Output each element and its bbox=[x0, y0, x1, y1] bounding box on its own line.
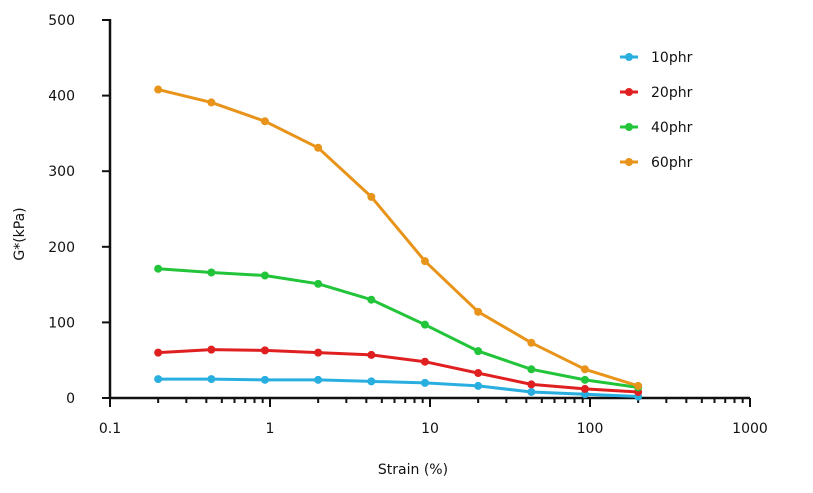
series-60phr bbox=[154, 85, 643, 390]
data-point-40phr bbox=[207, 268, 216, 277]
y-tick-label: 300 bbox=[48, 164, 75, 180]
data-point-20phr bbox=[367, 350, 376, 359]
data-point-20phr bbox=[207, 345, 216, 354]
x-tick-label: 0.1 bbox=[99, 421, 121, 437]
data-point-40phr bbox=[260, 271, 269, 280]
data-point-60phr bbox=[207, 98, 216, 107]
y-tick-label: 200 bbox=[48, 240, 75, 256]
data-point-60phr bbox=[580, 365, 589, 374]
data-point-40phr bbox=[474, 347, 483, 356]
x-ticks: 0.1 1 10 100 1000 bbox=[99, 398, 768, 437]
data-point-40phr bbox=[420, 320, 429, 329]
data-point-60phr bbox=[260, 117, 269, 126]
data-point-10phr bbox=[527, 387, 536, 396]
y-ticks: 0 100 200 300 400 500 bbox=[48, 13, 110, 407]
series-line-60phr bbox=[156, 88, 640, 388]
data-point-60phr bbox=[367, 192, 376, 201]
legend: 10phr 20phr 40phr 60phr bbox=[620, 50, 693, 171]
y-tick-label: 100 bbox=[48, 315, 75, 331]
x-tick-label: 10 bbox=[421, 421, 439, 437]
data-point-40phr bbox=[580, 375, 589, 384]
data-point-60phr bbox=[527, 338, 536, 347]
data-point-20phr bbox=[420, 357, 429, 366]
data-point-10phr bbox=[367, 377, 376, 386]
data-point-60phr bbox=[420, 257, 429, 266]
x-axis-title: Strain (%) bbox=[378, 462, 448, 478]
data-point-20phr bbox=[314, 348, 323, 357]
series-layer bbox=[154, 85, 643, 401]
data-point-20phr bbox=[154, 348, 163, 357]
legend-label: 10phr bbox=[651, 50, 693, 66]
legend-item-10phr: 10phr bbox=[620, 50, 693, 66]
data-point-40phr bbox=[527, 365, 536, 374]
data-point-60phr bbox=[474, 307, 483, 316]
x-tick-label: 1 bbox=[266, 421, 275, 437]
data-point-40phr bbox=[367, 295, 376, 304]
data-point-10phr bbox=[314, 375, 323, 384]
legend-item-60phr: 60phr bbox=[620, 155, 693, 171]
legend-swatch-marker bbox=[625, 88, 633, 96]
legend-swatch-marker bbox=[625, 158, 633, 166]
data-point-20phr bbox=[260, 346, 269, 355]
y-tick-label: 400 bbox=[48, 89, 75, 105]
series-20phr bbox=[154, 345, 643, 396]
legend-item-20phr: 20phr bbox=[620, 85, 693, 101]
data-point-60phr bbox=[314, 143, 323, 152]
legend-label: 20phr bbox=[651, 85, 693, 101]
y-axis-title: G*(kPa) bbox=[12, 207, 28, 260]
data-point-10phr bbox=[474, 381, 483, 390]
data-point-10phr bbox=[207, 375, 216, 384]
legend-item-40phr: 40phr bbox=[620, 120, 693, 136]
y-tick-label: 0 bbox=[66, 391, 75, 407]
x-tick-label: 100 bbox=[577, 421, 604, 437]
series-line-20phr bbox=[156, 348, 640, 394]
data-point-10phr bbox=[260, 375, 269, 384]
axes bbox=[108, 19, 750, 400]
data-point-20phr bbox=[580, 384, 589, 393]
y-tick-label: 500 bbox=[48, 13, 75, 29]
data-point-60phr bbox=[154, 85, 163, 94]
data-point-10phr bbox=[154, 375, 163, 384]
data-point-40phr bbox=[154, 264, 163, 273]
series-line-40phr bbox=[156, 267, 640, 389]
series-line-10phr bbox=[156, 377, 640, 398]
data-point-40phr bbox=[314, 279, 323, 288]
series-40phr bbox=[154, 264, 643, 392]
legend-label: 40phr bbox=[651, 120, 693, 136]
legend-label: 60phr bbox=[651, 155, 693, 171]
data-point-20phr bbox=[474, 369, 483, 378]
legend-swatch-marker bbox=[625, 123, 633, 131]
x-tick-label: 1000 bbox=[732, 421, 768, 437]
legend-swatch-marker bbox=[625, 53, 633, 61]
data-point-10phr bbox=[420, 378, 429, 387]
data-point-20phr bbox=[527, 380, 536, 389]
data-point-60phr bbox=[634, 381, 643, 390]
